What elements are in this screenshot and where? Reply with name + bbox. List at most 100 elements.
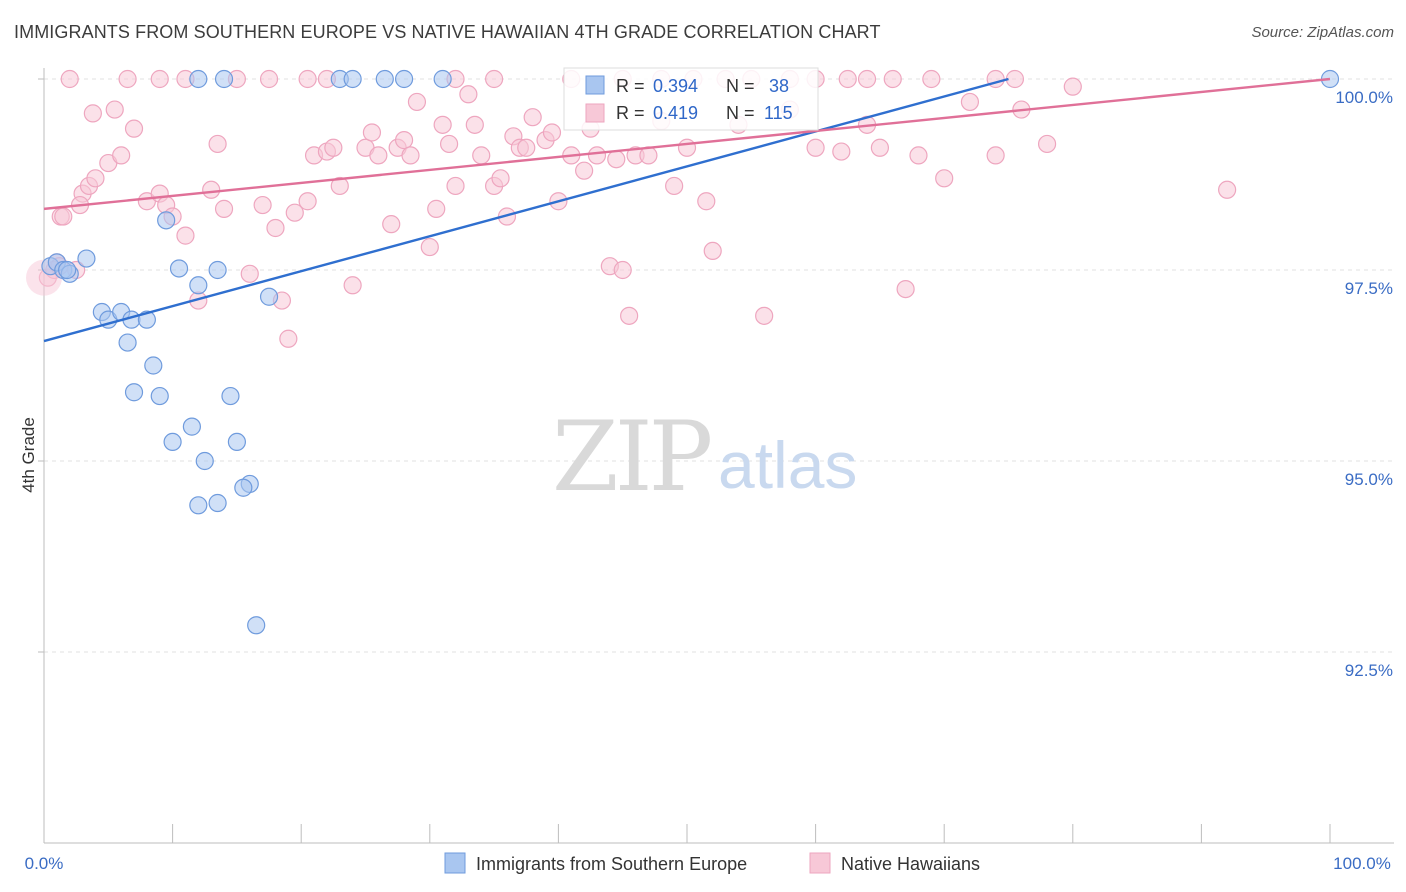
stats-swatch-pink [585, 103, 605, 123]
scatter-point [189, 276, 208, 295]
scatter-point [446, 176, 465, 196]
scatter-point [118, 333, 137, 352]
scatter-point [285, 203, 304, 222]
scatter-point [472, 146, 491, 165]
y-tick-label: 100.0% [1335, 88, 1393, 107]
stats-n-value-pink: 115 [764, 103, 793, 123]
scatter-point [459, 85, 478, 104]
scatter-point [1218, 180, 1237, 199]
scatter-point [755, 306, 774, 325]
y-tick-label: 92.5% [1345, 661, 1393, 680]
scatter-point [240, 264, 259, 283]
y-tick-labels: 100.0% 97.5% 95.0% 92.5% [1335, 88, 1393, 680]
scatter-point [806, 138, 825, 157]
series-southern-europe-points [41, 69, 1340, 635]
scatter-point [607, 150, 626, 169]
scatter-point [665, 176, 684, 196]
scatter-point [382, 215, 401, 234]
scatter-point [105, 100, 124, 119]
scatter-point [427, 199, 446, 218]
scatter-point [259, 69, 279, 89]
scatter-point [485, 69, 504, 89]
scatter-point [330, 176, 349, 196]
scatter-point [369, 146, 388, 165]
scatter-point [420, 237, 439, 257]
scatter-point [54, 207, 73, 226]
scatter-point [214, 69, 234, 89]
scatter-point [259, 287, 279, 306]
scatter-point [150, 386, 169, 406]
stats-n-label-blue: N = [726, 76, 755, 96]
scatter-point [234, 478, 253, 497]
scatter-point [189, 69, 208, 89]
scatter-point [163, 432, 182, 451]
scatter-point [195, 451, 214, 471]
scatter-point [575, 161, 594, 180]
scatter-point [922, 69, 941, 89]
x-tick-label-right: 100.0% [1333, 854, 1391, 873]
scatter-point [620, 306, 639, 325]
scatter-point [909, 146, 928, 165]
scatter-point [124, 119, 144, 138]
y-axis-title: 4th Grade [19, 417, 38, 493]
scatter-point [247, 616, 266, 635]
x-tick-label-left: 0.0% [25, 854, 64, 873]
scatter-point [279, 329, 298, 348]
scatter-point [60, 69, 79, 89]
scatter-point [112, 146, 131, 165]
scatter-point [491, 169, 510, 188]
scatter-point [960, 92, 980, 112]
scatter-point [375, 69, 394, 89]
scatter-point [214, 199, 234, 218]
scatter-point [542, 123, 562, 142]
scatter-point [208, 493, 227, 513]
stats-n-value-blue: 38 [769, 76, 789, 96]
watermark-zip: ZIP [552, 401, 711, 513]
stats-r-label-blue: R = [616, 76, 645, 96]
scatter-point [465, 115, 484, 134]
scatter-point [1063, 77, 1082, 96]
scatter-point [394, 131, 414, 150]
scatter-point [208, 260, 227, 280]
chart-title: IMMIGRANTS FROM SOUTHERN EUROPE VS NATIV… [14, 22, 881, 42]
scatter-point [176, 226, 195, 245]
scatter-point [157, 211, 176, 230]
gridlines [38, 78, 1394, 653]
scatter-point [935, 169, 954, 188]
scatter-point [298, 192, 317, 211]
scatter-point [227, 432, 246, 451]
scatter-point [703, 241, 722, 260]
axes [43, 68, 1394, 844]
scatter-point [401, 146, 420, 165]
scatter-point [266, 218, 285, 238]
legend-swatch-southern-europe [444, 852, 466, 874]
scatter-point [343, 276, 362, 295]
stats-legend: R = 0.394 N = 38 R = 0.419 N = 115 [563, 67, 819, 131]
scatter-point [857, 69, 877, 89]
scatter-point [439, 134, 459, 154]
scatter-point [394, 69, 414, 89]
scatter-point [324, 138, 343, 157]
x-ticks [43, 824, 1331, 843]
scatter-point [517, 138, 536, 157]
legend-label-southern-europe: Immigrants from Southern Europe [476, 854, 747, 874]
scatter-point [182, 417, 201, 436]
scatter-point [832, 142, 851, 161]
scatter-point [77, 249, 96, 268]
scatter-point [202, 180, 221, 199]
trend-line-southern-europe [43, 77, 1009, 343]
scatter-point [838, 69, 857, 89]
bottom-legend: Immigrants from Southern Europe Native H… [444, 852, 980, 874]
scatter-point [58, 260, 77, 280]
y-tick-label: 97.5% [1345, 279, 1393, 298]
scatter-point [144, 356, 163, 375]
scatter-point [362, 123, 382, 142]
scatter-point [407, 92, 427, 112]
scatter-point [883, 69, 902, 89]
stats-legend-box [563, 67, 819, 131]
series-native-hawaiians-points [26, 69, 1237, 348]
scatter-point [86, 169, 105, 188]
scatter-point [150, 69, 169, 89]
source-credit: Source: ZipAtlas.com [1251, 24, 1394, 41]
watermark: ZIP atlas [552, 401, 857, 513]
